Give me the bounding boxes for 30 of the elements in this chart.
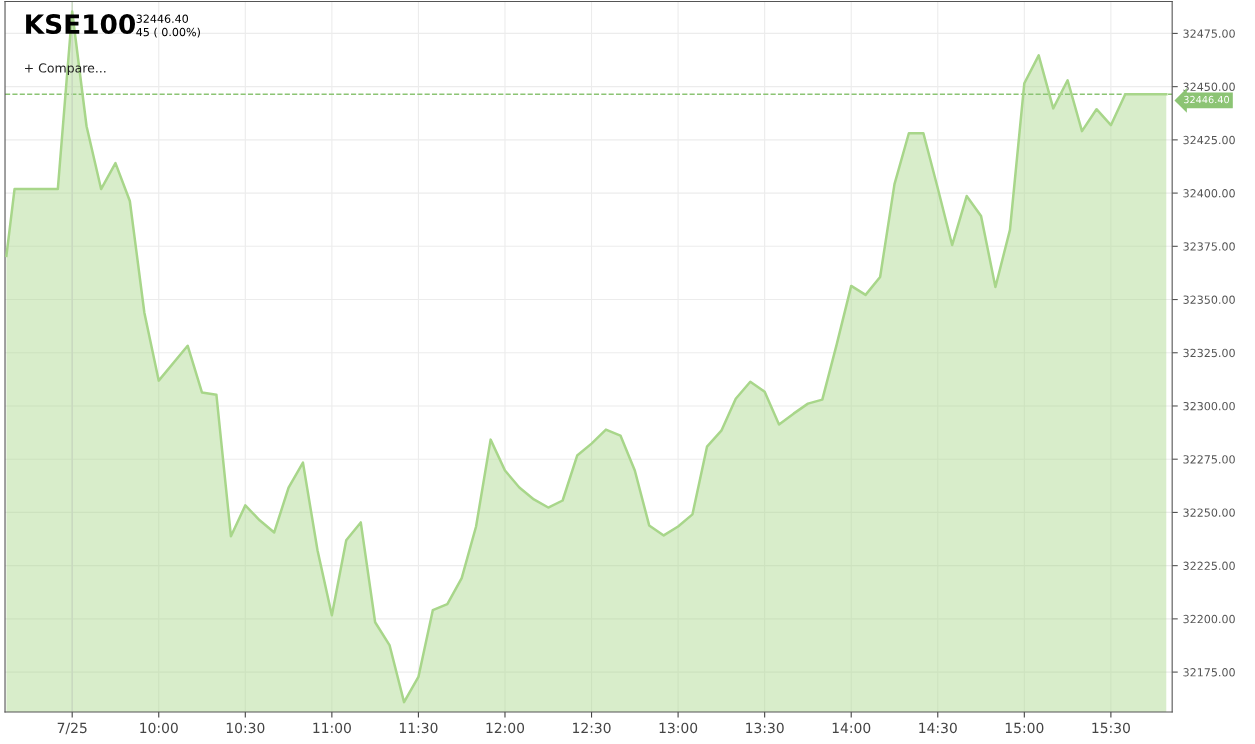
- y-tick-label: 32275.00: [1183, 455, 1235, 464]
- y-tick-label: 32350.00: [1183, 295, 1235, 304]
- y-tick-label: 32325.00: [1183, 348, 1235, 358]
- y-tick-label: 32300.00: [1183, 401, 1235, 411]
- x-tick-label: 10:30: [226, 722, 265, 734]
- x-tick-label: 14:30: [919, 722, 957, 734]
- x-tick-label: 7/25: [57, 722, 87, 735]
- chart-title: KSE100: [26, 14, 135, 35]
- y-tick-label: 32200.00: [1183, 614, 1235, 624]
- x-tick-label: 11:00: [313, 722, 351, 734]
- y-tick-label: 32425.00: [1183, 135, 1235, 145]
- y-tick-label: 32375.00: [1183, 242, 1235, 251]
- x-tick-label: 15:30: [1092, 722, 1130, 734]
- y-tick-label: 32175.00: [1183, 668, 1235, 677]
- x-tick-label: 12:30: [573, 722, 611, 734]
- x-tick-label: 15:00: [1005, 722, 1044, 734]
- x-tick-label: 13:30: [746, 722, 784, 734]
- y-tick-label: 32450.00: [1183, 82, 1235, 92]
- y-tick-label: 32225.00: [1183, 561, 1235, 571]
- text: 32446.40 45 ( 0.00%): [136, 14, 200, 38]
- x-tick-label: 11:30: [399, 722, 438, 734]
- annotation: + Compare...: [25, 63, 106, 76]
- x-tick-label: 14:00: [832, 722, 871, 734]
- x-tick-label: 10:00: [140, 722, 178, 734]
- x-tick-label: 13:00: [659, 722, 698, 734]
- ref-line-label: 32446.40: [1184, 95, 1230, 104]
- y-tick-label: 32250.00: [1183, 508, 1235, 517]
- x-tick-label: 12:00: [486, 722, 525, 734]
- y-tick-label: 32475.00: [1183, 29, 1235, 38]
- y-tick-label: 32400.00: [1183, 189, 1235, 198]
